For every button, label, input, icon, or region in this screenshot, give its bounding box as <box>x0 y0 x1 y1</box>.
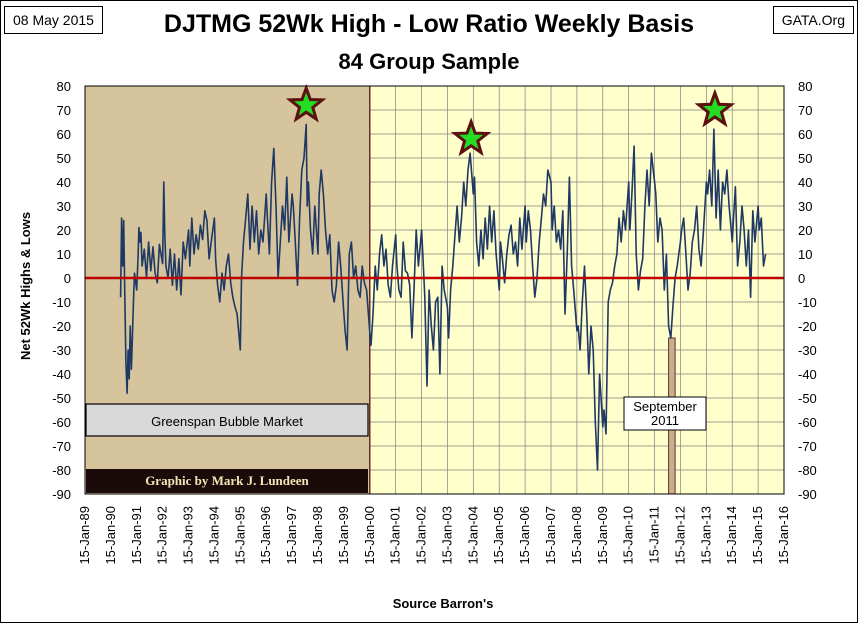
y-tick-label-right: -30 <box>798 343 817 358</box>
y-tick-label-left: 80 <box>57 79 71 94</box>
star-marker <box>285 83 327 123</box>
x-tick-label: 15-Jan-90 <box>103 506 118 565</box>
x-tick-label: 15-Jan-92 <box>155 506 170 565</box>
x-axis-title: Source Barron's <box>393 596 494 611</box>
x-tick-label: 15-Jan-11 <box>647 506 662 564</box>
y-tick-label-right: 30 <box>798 199 812 214</box>
credit-box <box>86 469 368 493</box>
x-tick-label: 15-Jan-00 <box>362 506 377 565</box>
y-tick-label-right: -60 <box>798 415 817 430</box>
source-label: GATA.Org <box>772 6 854 34</box>
x-tick-label: 15-Jan-09 <box>595 506 610 565</box>
chart-title: DJTMG 52Wk High - Low Ratio Weekly Basis <box>163 10 695 38</box>
y-tick-label-right: -50 <box>798 391 817 406</box>
y-tick-label-left: 40 <box>57 175 71 190</box>
y-tick-label-right: 80 <box>798 79 812 94</box>
y-tick-label-left: 60 <box>57 127 71 142</box>
y-tick-label-right: -20 <box>798 319 817 334</box>
y-tick-label-right: 40 <box>798 175 812 190</box>
y-tick-label-right: 20 <box>798 223 812 238</box>
star-marker <box>450 117 492 157</box>
x-tick-label: 15-Jan-97 <box>284 506 299 565</box>
x-tick-label: 15-Jan-99 <box>336 506 351 565</box>
x-tick-label: 15-Jan-06 <box>517 506 532 565</box>
x-tick-label: 15-Jan-10 <box>621 506 636 565</box>
y-tick-label-left: -10 <box>52 295 71 310</box>
y-tick-label-left: -50 <box>52 391 71 406</box>
y-tick-label-right: -90 <box>798 487 817 502</box>
x-tick-label: 15-Jan-98 <box>310 506 325 565</box>
series-line <box>119 123 767 471</box>
x-tick-label: 15-Jan-89 <box>77 506 92 565</box>
x-tick-label: 15-Jan-96 <box>258 506 273 565</box>
chart-subtitle: 84 Group Sample <box>338 49 520 74</box>
x-tick-label: 15-Jan-93 <box>181 506 196 565</box>
y-tick-label-left: -90 <box>52 487 71 502</box>
x-tick-label: 15-Jan-91 <box>129 506 144 565</box>
y-tick-label-left: 50 <box>57 151 71 166</box>
x-tick-label: 15-Jan-08 <box>569 506 584 565</box>
x-tick-label: 15-Jan-94 <box>206 506 221 565</box>
x-tick-label: 15-Jan-01 <box>388 506 403 565</box>
y-tick-label-left: 70 <box>57 103 71 118</box>
x-tick-label: 15-Jan-12 <box>672 506 687 565</box>
star-marker <box>694 88 736 128</box>
x-tick-label: 15-Jan-14 <box>724 506 739 565</box>
y-tick-label-left: -40 <box>52 367 71 382</box>
y-tick-label-right: 0 <box>798 271 805 286</box>
y-tick-label-right: 50 <box>798 151 812 166</box>
y-axis-title: Net 52Wk Highs & Lows <box>18 212 33 360</box>
y-tick-label-left: -70 <box>52 439 71 454</box>
x-tick-label: 15-Jan-16 <box>776 506 791 565</box>
y-tick-label-right: -70 <box>798 439 817 454</box>
x-tick-label: 15-Jan-05 <box>491 506 506 565</box>
x-tick-label: 15-Jan-95 <box>232 506 247 565</box>
date-label: 08 May 2015 <box>4 6 103 34</box>
y-tick-label-left: 10 <box>57 247 71 262</box>
plot-border <box>84 85 785 495</box>
x-tick-label: 15-Jan-04 <box>465 506 480 565</box>
y-tick-label-left: 0 <box>64 271 71 286</box>
y-tick-label-left: -30 <box>52 343 71 358</box>
y-tick-label-right: 10 <box>798 247 812 262</box>
x-tick-label: 15-Jan-15 <box>750 506 765 565</box>
x-tick-label: 15-Jan-03 <box>439 506 454 565</box>
september-2011-label: September 2011 <box>633 399 697 428</box>
y-tick-label-left: 20 <box>57 223 71 238</box>
bubble-market-label-box <box>85 403 369 437</box>
y-tick-label-left: 30 <box>57 199 71 214</box>
y-tick-label-right: -80 <box>798 463 817 478</box>
x-tick-label: 15-Jan-02 <box>414 506 429 565</box>
y-tick-label-left: -80 <box>52 463 71 478</box>
x-tick-label: 15-Jan-07 <box>543 506 558 565</box>
september-2011-label-box <box>623 396 707 431</box>
credit-text: Graphic by Mark J. Lundeen <box>145 473 309 488</box>
bubble-market-label: Greenspan Bubble Market <box>151 414 303 429</box>
y-tick-label-right: 70 <box>798 103 812 118</box>
y-tick-label-right: -40 <box>798 367 817 382</box>
y-tick-label-right: 60 <box>798 127 812 142</box>
y-tick-label-right: -10 <box>798 295 817 310</box>
y-tick-label-left: -20 <box>52 319 71 334</box>
y-tick-label-left: -60 <box>52 415 71 430</box>
x-tick-label: 15-Jan-13 <box>698 506 713 565</box>
